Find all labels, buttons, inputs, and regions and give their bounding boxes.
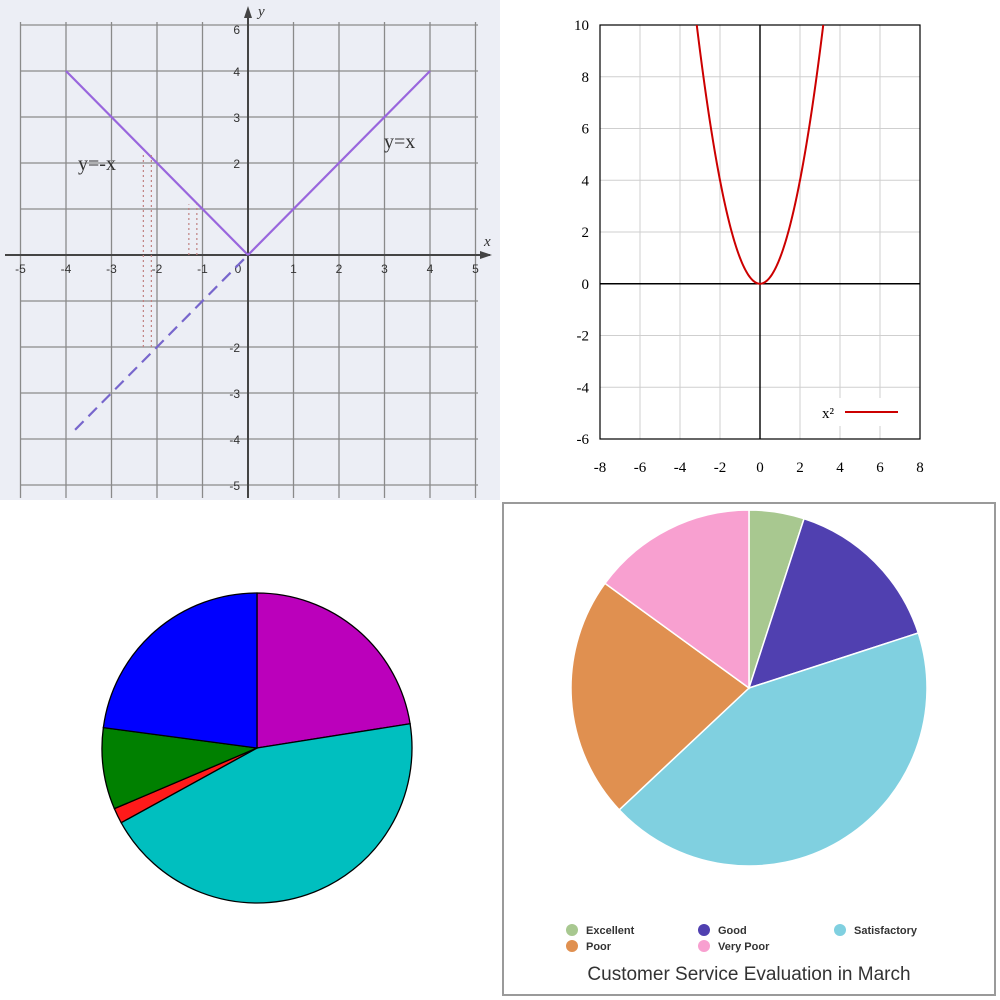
pie-chart <box>101 592 413 904</box>
pie-slice-1 <box>256 592 411 749</box>
series-line-2 <box>247 70 431 256</box>
x-axis-label: x <box>483 234 491 250</box>
series-line-1 <box>65 70 249 256</box>
x-tick-label: -2 <box>152 262 163 276</box>
pie-slice-poor <box>570 582 751 811</box>
y-tick-label: 8 <box>582 70 590 86</box>
x-tick-label: -3 <box>106 262 117 276</box>
chart-title: Customer Service Evaluation in March <box>587 964 910 985</box>
x-tick-label: -8 <box>594 460 607 476</box>
abs-value-chart: y x -5 -4 -3 -2 -1 0 1 2 3 4 5 6 4 3 2 -2 -3 -4 -5 y=-x y=x <box>5 4 492 498</box>
pie-slice-5 <box>102 592 258 749</box>
x-tick-label: 1 <box>290 262 297 276</box>
y-tick-label: 10 <box>574 18 589 34</box>
parabola-chart-panel: -8 -6 -4 -2 0 2 4 6 8 -6 -4 -2 0 2 4 6 8 10 x² <box>500 0 1000 500</box>
pie-slice-satisfactory <box>618 632 928 867</box>
chart-frame <box>502 502 996 996</box>
legend-label-excellent: Excellent <box>586 925 635 937</box>
y-tick-label: 4 <box>582 173 590 189</box>
annotation-y-x: y=x <box>384 131 415 153</box>
x-tick-label: 2 <box>336 262 343 276</box>
x-tick-label: -6 <box>634 460 647 476</box>
x-tick-label: -1 <box>197 262 208 276</box>
pie-slice-good <box>747 517 920 690</box>
y-tick-label: 6 <box>582 122 590 138</box>
x-tick-label: 3 <box>381 262 388 276</box>
x-tick-label: 6 <box>876 460 884 476</box>
x-tick-label: 4 <box>427 262 434 276</box>
legend-label-satisfactory: Satisfactory <box>854 925 918 937</box>
pie-chart-panel <box>0 500 500 1000</box>
abs-value-chart-panel: y x -5 -4 -3 -2 -1 0 1 2 3 4 5 6 4 3 2 -2 -3 -4 -5 y=-x y=x <box>0 0 500 500</box>
y-axis-arrow <box>244 6 252 18</box>
customer-service-pie-chart: Excellent Good Satisfactory Poor Very Poor Cu… <box>566 509 928 985</box>
legend-marker-good <box>698 924 710 936</box>
y-tick-label: -2 <box>577 329 590 345</box>
x-tick-label: -5 <box>15 262 26 276</box>
x-tick-label: 0 <box>235 262 242 276</box>
y-tick-label: 4 <box>233 65 240 79</box>
y-tick-label: -4 <box>229 433 240 447</box>
y-tick-label: -5 <box>229 479 240 493</box>
y-tick-label: -6 <box>577 432 590 448</box>
x-tick-label: 4 <box>836 460 844 476</box>
y-axis-label: y <box>256 4 265 20</box>
pie-slice-2 <box>120 723 413 904</box>
legend-label-poor: Poor <box>586 941 612 953</box>
y-tick-label: 6 <box>233 23 240 37</box>
legend-label: x² <box>822 406 835 422</box>
x-tick-label: -4 <box>674 460 687 476</box>
pie-slice-very-poor <box>603 509 750 690</box>
x-tick-label: 5 <box>472 262 479 276</box>
legend-marker-poor <box>566 940 578 952</box>
customer-service-pie-panel: Excellent Good Satisfactory Poor Very Poor Cu… <box>500 500 1000 1000</box>
x-tick-label: 8 <box>916 460 924 476</box>
y-tick-label: 3 <box>233 111 240 125</box>
x-tick-label: -2 <box>714 460 727 476</box>
x-tick-label: 2 <box>796 460 804 476</box>
legend-label-good: Good <box>718 925 747 937</box>
y-tick-label: 2 <box>582 225 590 241</box>
y-tick-label: -2 <box>229 341 240 355</box>
legend-label-very-poor: Very Poor <box>718 941 770 953</box>
legend-marker-excellent <box>566 924 578 936</box>
series-line-3 <box>74 254 249 431</box>
x-axis-arrow <box>480 251 492 259</box>
y-tick-label: -4 <box>577 380 590 396</box>
y-tick-label: 0 <box>582 277 590 293</box>
x-tick-label: -4 <box>61 262 72 276</box>
y-tick-label: 2 <box>233 157 240 171</box>
legend-marker-very-poor <box>698 940 710 952</box>
series-line-x-squared <box>695 25 825 285</box>
legend-marker-satisfactory <box>834 924 846 936</box>
y-tick-label: -3 <box>229 387 240 401</box>
annotation-y-neg-x: y=-x <box>78 153 116 175</box>
x-tick-label: 0 <box>756 460 764 476</box>
